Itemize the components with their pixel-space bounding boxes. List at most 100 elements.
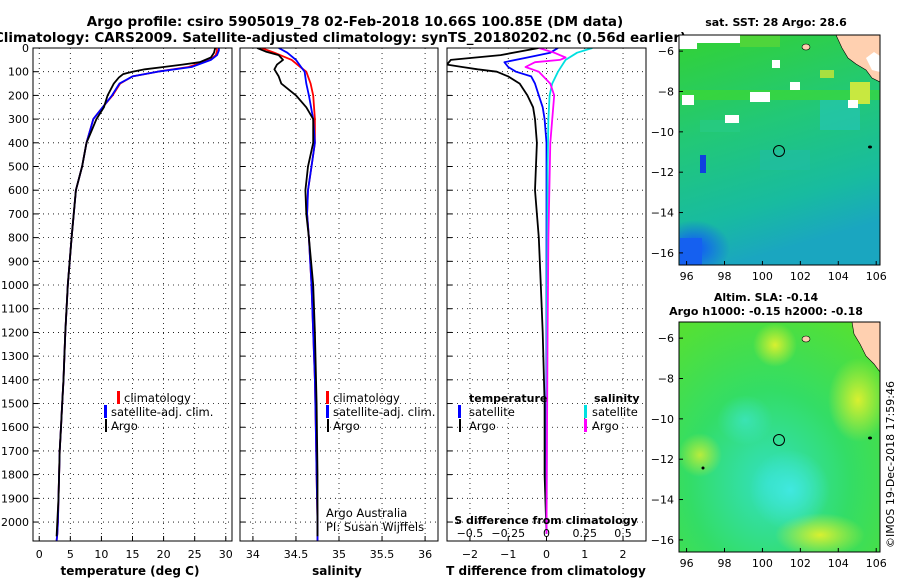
tick-label-y: 100 [8,66,29,79]
tick-label-y: 400 [8,137,29,150]
map-tick-label-x: 106 [866,270,887,283]
sst-map-field [679,35,880,265]
map-tick-label-y: −12 [651,166,674,179]
series-line-s-argo [524,48,567,534]
map-tick-label-y: −16 [651,534,674,547]
tick-label-x: 2 [620,548,627,561]
temperature-frame [32,47,233,542]
difference-legend: temperature satellite Argo salinity sate… [458,392,640,433]
legend-swatch-satellite [104,405,107,418]
map-tick-label-y: −6 [658,45,674,58]
temperature-grid [33,47,232,541]
series-line-climatology [55,48,219,541]
tick-label-x: 10 [94,548,108,561]
tick-label-x: 34.5 [284,548,309,561]
map-tick-label-x: 98 [718,270,732,283]
tick-label-y: 1000 [1,279,29,292]
series-line-argo [256,48,319,537]
tick-label-y: 1300 [1,350,29,363]
salinity-grid [240,47,438,541]
tick-label-y: 1400 [1,374,29,387]
legend-s-satellite-label: satellite [592,405,638,419]
sla-map-panel: Altim. SLA: -0.14 Argo h1000: -0.15 h200… [651,291,887,570]
map-tick-label-x: 100 [752,270,773,283]
series-line-satellite-adj-clim- [278,48,319,541]
legend-t-argo-label: Argo [469,419,496,433]
tick-label-x2: −0.25 [491,527,525,540]
map-tick-label-y: −10 [651,126,674,139]
tick-label-x2: 0.5 [614,527,632,540]
temperature-lines [55,48,220,541]
sst-map-ticks: 96 98 100 102 104 106 −6 −8 −10 −12 −14 −16 [651,45,887,283]
tick-label-y: 900 [8,255,29,268]
tick-label-y: 1100 [1,303,29,316]
map-tick-label-y: −8 [658,85,674,98]
map-tick-label-y: −14 [651,207,674,220]
tick-label-x: 25 [188,548,202,561]
map-tick-label-x: 104 [828,270,849,283]
tick-label-x: 0 [543,548,550,561]
map-tick-label-x: 102 [790,270,811,283]
series-line-satellite-adj-clim- [55,48,220,541]
legend-t-satellite-label: satellite [469,405,515,419]
legend-swatch-t-argo [459,419,461,432]
sla-map-field [679,322,880,552]
figure-title-line1: Argo profile: csiro 5905019_78 02-Feb-20… [87,14,623,30]
tick-label-y: 1700 [1,445,29,458]
credit-line1: Argo Australia [326,506,407,520]
tick-label-x: 35.5 [370,548,395,561]
tick-label-x: 5 [67,548,74,561]
series-line-climatology [261,48,319,541]
salinity-xlabel: salinity [312,564,362,578]
legend-satellite-label: satellite-adj. clim. [333,405,435,419]
tick-label-x: 20 [157,548,171,561]
temperature-legend: climatology satellite-adj. clim. Argo [104,391,213,433]
temperature-panel: 0 5 10 15 20 25 300100200300400500600700800900… [1,42,233,578]
sla-map-ticks: 96 98 100 102 104 106 −6 −8 −10 −12 −14 −16 [651,332,887,570]
tick-label-x: 15 [126,548,140,561]
tick-label-x: −1 [500,548,516,561]
tick-label-y: 1500 [1,398,29,411]
legend-swatch-argo [327,419,329,432]
map-tick-label-y: −8 [658,372,674,385]
footer-stamp: ©IMOS 19-Dec-2018 17:59:46 [884,381,897,548]
tick-label-x: 35 [332,548,346,561]
salinity-lines [256,48,319,541]
legend-temperature-title: temperature [469,392,547,405]
tick-label-y: 800 [8,232,29,245]
map-tick-label-y: −16 [651,247,674,260]
map-tick-label-x: 100 [752,557,773,570]
sst-argo-marker [773,145,785,157]
legend-swatch-argo [105,419,107,432]
legend-swatch-climatology [326,391,329,404]
legend-s-argo-label: Argo [592,419,619,433]
map-tick-label-x: 104 [828,557,849,570]
difference-lines [447,48,593,534]
tick-label-y: 1900 [1,492,29,505]
figure-title-line2: Climatology: CARS2009. Satellite-adjuste… [0,30,686,46]
legend-swatch-s-satellite [584,405,587,418]
tick-label-x: 0 [36,548,43,561]
temperature-xlabel: temperature (deg C) [61,564,200,578]
salinity-legend: climatology satellite-adj. clim. Argo [326,391,435,433]
map-tick-label-x: 102 [790,557,811,570]
legend-climatology-label: climatology [124,391,191,405]
sla-map-frame [678,321,881,553]
tick-label-y: 700 [8,208,29,221]
difference-xlabel: T difference from climatology [446,564,646,578]
legend-swatch-s-argo [584,419,587,432]
legend-argo-label: Argo [111,419,138,433]
series-line-argo [55,48,217,537]
map-tick-label-y: −10 [651,413,674,426]
tick-label-y: 300 [8,113,29,126]
map-tick-label-x: 96 [680,270,694,283]
map-tick-label-x: 96 [680,557,694,570]
map-tick-label-x: 98 [718,557,732,570]
tick-label-y: 500 [8,161,29,174]
tick-label-y: 1200 [1,326,29,339]
legend-argo-label: Argo [333,419,360,433]
tick-label-y: 1800 [1,469,29,482]
s-difference-label: S difference from climatology [454,514,638,527]
tick-label-y: 200 [8,89,29,102]
